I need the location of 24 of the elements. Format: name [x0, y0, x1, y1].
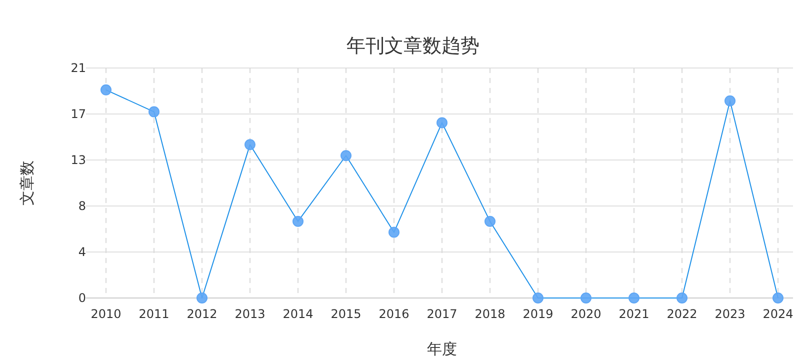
x-tick-label: 2019 [522, 307, 554, 321]
y-tick-label: 0 [78, 291, 86, 306]
x-tick-label: 2017 [426, 307, 458, 321]
y-tick-label: 21 [70, 61, 86, 76]
x-tick-label: 2012 [186, 307, 218, 321]
x-tick-label: 2021 [618, 307, 650, 321]
x-tick-label: 2010 [90, 307, 122, 321]
chart-title: 年刊文章数趋势 [346, 35, 480, 57]
y-tick-label: 13 [70, 153, 86, 168]
x-tick-label: 2020 [570, 307, 602, 321]
x-tick-label: 2015 [330, 307, 362, 321]
y-tick-label: 8 [78, 199, 86, 214]
x-tick-label: 2023 [714, 307, 746, 321]
y-tick-label: 17 [70, 107, 86, 122]
x-tick-label: 2011 [138, 307, 170, 321]
x-tick-label: 2016 [378, 307, 410, 321]
x-tick-label: 2018 [474, 307, 506, 321]
x-axis-title: 年度 [427, 340, 457, 358]
x-tick-label: 2022 [666, 307, 698, 321]
y-axis-title: 文章数 [18, 160, 36, 206]
x-tick-label: 2024 [762, 307, 794, 321]
x-tick-label: 2013 [234, 307, 266, 321]
y-tick-label: 4 [78, 245, 86, 260]
x-tick-label: 2014 [282, 307, 314, 321]
